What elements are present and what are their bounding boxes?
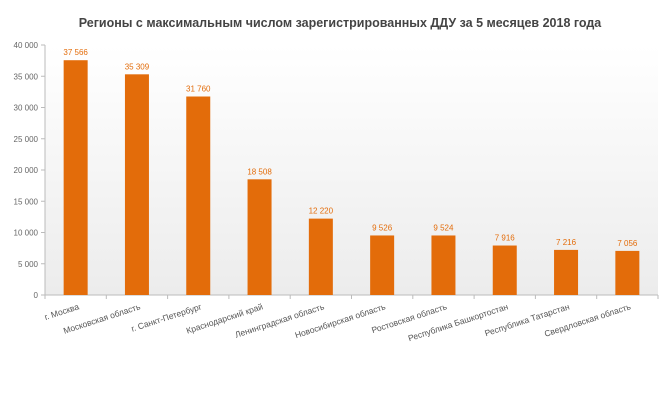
bar [492, 245, 517, 295]
data-label: 12 220 [309, 207, 334, 216]
y-tick-label: 35 000 [14, 72, 39, 81]
y-tick-label: 5 000 [18, 260, 39, 269]
bar [615, 250, 640, 295]
bar [431, 235, 456, 295]
x-tick-label: г. Москва [43, 301, 80, 322]
bar [63, 60, 88, 296]
data-label: 7 916 [495, 234, 516, 243]
data-label: 31 760 [186, 85, 211, 94]
y-tick-label: 30 000 [14, 104, 39, 113]
bar [186, 96, 211, 295]
chart-title: Регионы с максимальным числом зарегистри… [79, 16, 603, 30]
data-label: 7 056 [617, 239, 638, 248]
bar [370, 235, 395, 295]
data-label: 9 524 [433, 223, 454, 232]
bar [554, 249, 579, 295]
y-tick-label: 10 000 [14, 229, 39, 238]
data-label: 9 526 [372, 223, 393, 232]
y-tick-label: 40 000 [14, 41, 39, 50]
bar [247, 179, 272, 295]
data-label: 18 508 [247, 167, 272, 176]
x-tick-label: Республика Башкортостан [407, 301, 510, 343]
y-tick-label: 15 000 [14, 197, 39, 206]
data-label: 7 216 [556, 238, 577, 247]
data-label: 35 309 [125, 62, 150, 71]
bar [308, 218, 333, 295]
data-label: 37 566 [63, 48, 88, 57]
y-tick-label: 0 [34, 291, 39, 300]
y-tick-label: 20 000 [14, 166, 39, 175]
bar [124, 74, 149, 295]
y-tick-label: 25 000 [14, 135, 39, 144]
